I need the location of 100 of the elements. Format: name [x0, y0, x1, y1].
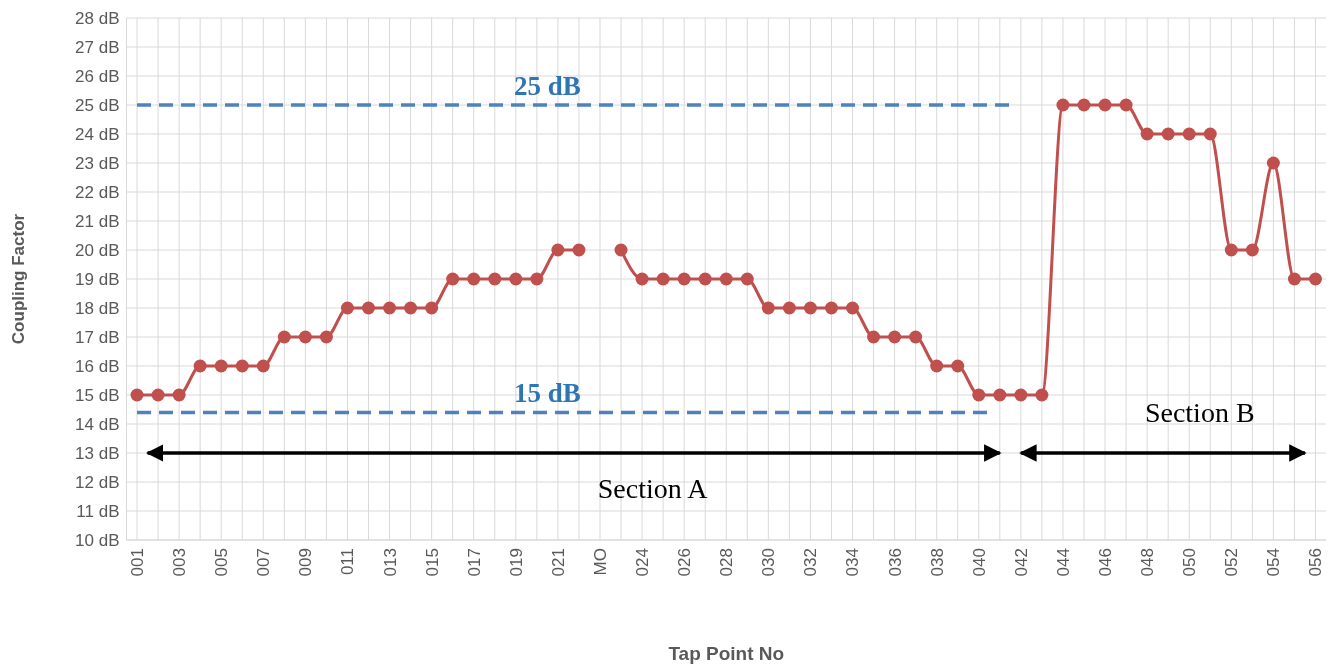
- point: [277, 330, 291, 344]
- x-tick-label: 003: [170, 548, 190, 577]
- y-tick-label: 17 dB: [75, 327, 120, 347]
- point: [614, 243, 628, 257]
- x-tick-label: 048: [1138, 548, 1158, 577]
- point: [824, 301, 838, 315]
- y-tick-label: 12 dB: [75, 472, 120, 492]
- y-axis-title: Coupling Factor: [9, 213, 28, 345]
- point: [972, 388, 986, 402]
- point: [656, 272, 670, 286]
- point: [1056, 98, 1070, 112]
- ref-line-label: 15 dB: [513, 378, 581, 409]
- point: [951, 359, 965, 373]
- point: [1224, 243, 1238, 257]
- ref-line-label: 25 dB: [513, 71, 581, 101]
- point: [214, 359, 228, 373]
- x-tick-label: 013: [380, 548, 400, 577]
- x-tick-label: 019: [506, 548, 526, 577]
- point: [172, 388, 186, 402]
- point: [572, 243, 586, 257]
- point: [467, 272, 481, 286]
- x-tick-label: 021: [548, 548, 568, 577]
- point: [298, 330, 312, 344]
- point: [1287, 272, 1301, 286]
- x-tick-label: 046: [1095, 548, 1115, 577]
- point: [1035, 388, 1049, 402]
- y-tick-label: 11 dB: [76, 501, 120, 521]
- y-tick-label: 26 dB: [75, 66, 120, 86]
- point: [993, 388, 1007, 402]
- y-tick-label: 23 dB: [75, 153, 120, 173]
- point: [488, 272, 502, 286]
- y-tick-label: 19 dB: [75, 269, 120, 289]
- point: [130, 388, 144, 402]
- point: [1182, 127, 1196, 141]
- y-tick-label: 18 dB: [75, 298, 120, 318]
- point: [256, 359, 270, 373]
- point: [1161, 127, 1175, 141]
- y-tick-label: 20 dB: [75, 240, 120, 260]
- point: [446, 272, 460, 286]
- point: [235, 359, 249, 373]
- point: [425, 301, 439, 315]
- point: [1098, 98, 1112, 112]
- x-tick-label: 032: [801, 548, 821, 577]
- point: [1245, 243, 1259, 257]
- x-tick-label: 017: [464, 548, 484, 577]
- annotation: Section A: [597, 472, 709, 504]
- x-axis-title: Tap Point No: [668, 643, 785, 664]
- point: [930, 359, 944, 373]
- point: [782, 301, 796, 315]
- y-tick-label: 14 dB: [75, 414, 120, 434]
- y-tick-label: 22 dB: [75, 182, 120, 202]
- point: [319, 330, 333, 344]
- x-tick-label: 015: [422, 548, 442, 577]
- x-tick-label: 036: [885, 548, 905, 577]
- point: [719, 272, 733, 286]
- point: [888, 330, 902, 344]
- point: [1266, 156, 1280, 170]
- x-tick-label: 040: [969, 548, 989, 577]
- point: [551, 243, 565, 257]
- point: [677, 272, 691, 286]
- point: [383, 301, 397, 315]
- point: [340, 301, 354, 315]
- y-tick-label: 21 dB: [75, 211, 120, 231]
- point: [151, 388, 165, 402]
- x-tick-label: 001: [127, 548, 147, 577]
- y-tick-label: 13 dB: [75, 443, 120, 463]
- point: [635, 272, 649, 286]
- point: [1140, 127, 1154, 141]
- point: [1014, 388, 1028, 402]
- x-tick-label: 009: [296, 548, 316, 577]
- x-tick-label: 054: [1264, 548, 1284, 577]
- y-tick-label: 16 dB: [75, 356, 120, 376]
- x-tick-label: 050: [1180, 548, 1200, 577]
- y-tick-label: 10 dB: [75, 530, 120, 550]
- point: [193, 359, 207, 373]
- x-tick-label: 042: [1011, 548, 1031, 577]
- point: [362, 301, 375, 315]
- point: [698, 272, 712, 286]
- y-tick-label: 25 dB: [75, 95, 120, 115]
- x-tick-label: 034: [843, 548, 863, 577]
- point: [867, 330, 881, 344]
- y-tick-label: 15 dB: [75, 385, 120, 405]
- x-tick-label: 011: [338, 548, 358, 576]
- point: [404, 301, 418, 315]
- y-tick-label: 28 dB: [75, 8, 120, 28]
- annotation: Section B: [1144, 397, 1255, 429]
- point: [509, 272, 523, 286]
- point: [740, 272, 754, 286]
- point: [761, 301, 775, 315]
- x-tick-label: 052: [1222, 548, 1242, 577]
- x-tick-label: 005: [212, 548, 232, 577]
- x-tick-label: 026: [675, 548, 695, 577]
- x-tick-label: 024: [633, 548, 653, 577]
- x-tick-label: 038: [927, 548, 947, 577]
- point: [530, 272, 544, 286]
- x-tick-label: 030: [759, 548, 779, 577]
- point: [909, 330, 923, 344]
- point: [803, 301, 817, 315]
- y-tick-label: 27 dB: [75, 37, 120, 57]
- x-tick-label: MO: [590, 548, 610, 576]
